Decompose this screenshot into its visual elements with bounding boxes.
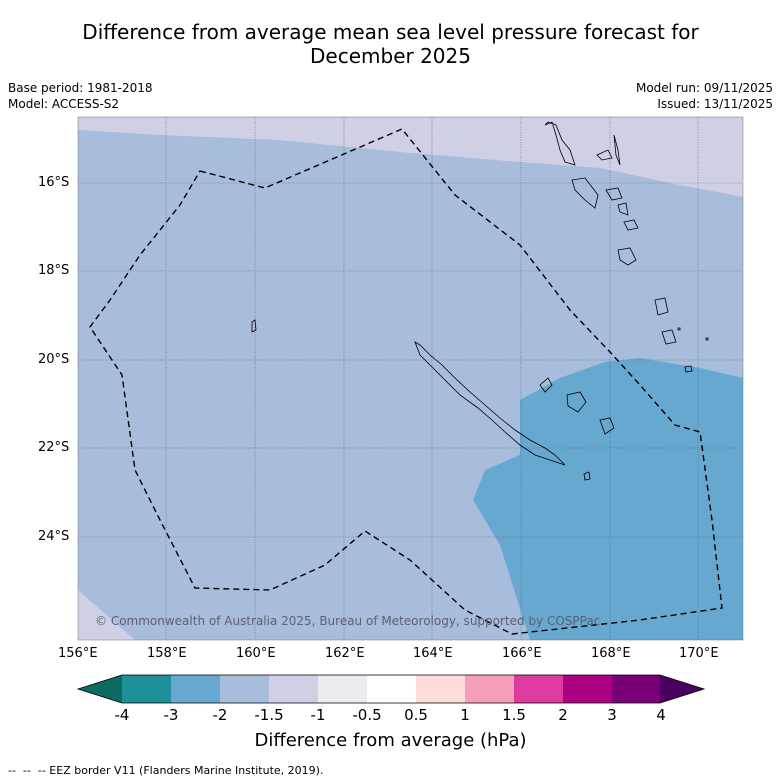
colorbar-extend-low	[78, 675, 122, 703]
lat-tick: 16°S	[38, 175, 70, 190]
island-erromango	[654, 297, 669, 316]
island-ambrym	[605, 187, 623, 201]
colorbar-tick: 1.5	[502, 706, 526, 724]
colorbar-tick: -3	[163, 706, 179, 724]
eez-border	[89, 128, 723, 635]
copyright-notice: © Commonwealth of Australia 2025, Bureau…	[95, 614, 601, 628]
colorbar-box	[563, 675, 612, 703]
colorbar-tick: -1.5	[254, 706, 284, 724]
colorbar-outline	[76, 674, 706, 704]
colorbar-box	[612, 675, 661, 703]
map-frame	[77, 116, 744, 641]
colorbar	[76, 674, 706, 704]
lon-tick: 162°E	[325, 646, 365, 661]
island-walpole	[583, 471, 591, 481]
colorbar-box	[122, 675, 171, 703]
island-lifou	[566, 391, 587, 413]
colorbar-box	[171, 675, 220, 703]
colorbar-boxes	[122, 675, 661, 703]
colorbar-box	[367, 675, 416, 703]
coastlines	[251, 121, 709, 481]
lat-tick: 24°S	[38, 529, 70, 544]
island-tanna	[661, 329, 677, 345]
colorbar-box	[220, 675, 269, 703]
island-aniwa	[677, 327, 681, 331]
lat-tick: 22°S	[38, 440, 70, 455]
lat-tick: 18°S	[38, 263, 70, 278]
colorbar-tick: 4	[656, 706, 666, 724]
colorbar-box	[514, 675, 563, 703]
model-run: Model run: 09/11/2025	[635, 81, 773, 95]
right-metadata: Model run: 09/11/2025 Issued: 13/11/2025	[636, 80, 773, 112]
map-title: Difference from average mean sea level p…	[0, 20, 781, 68]
colorbar-box	[318, 675, 367, 703]
island-pentecost	[613, 134, 621, 166]
colorbar-tick: -4	[114, 706, 130, 724]
colorbar-tick: -0.5	[352, 706, 382, 724]
left-metadata: Base period: 1981-2018 Model: ACCESS-S2	[8, 80, 153, 112]
lon-tick: 164°E	[413, 646, 453, 661]
base-period: Base period: 1981-2018	[8, 81, 153, 95]
colorbar-tick: 0.5	[404, 706, 428, 724]
colorbar-tick: 2	[558, 706, 568, 724]
model-name: Model: ACCESS-S2	[8, 97, 120, 111]
issued-date: Issued: 13/11/2025	[657, 97, 773, 111]
map-area	[78, 117, 743, 640]
colorbar-label: Difference from average (hPa)	[254, 730, 527, 751]
chesterfield-islands	[251, 319, 257, 333]
island-hunter	[684, 365, 693, 373]
new-caledonia-island	[414, 341, 566, 466]
colorbar-box	[269, 675, 318, 703]
lon-tick: 158°E	[147, 646, 187, 661]
island-shepherd	[623, 219, 639, 231]
lon-tick: 166°E	[502, 646, 542, 661]
colorbar-extend-high	[660, 675, 704, 703]
island-maewo	[596, 149, 613, 161]
island-matthew	[705, 337, 709, 341]
colorbar-tick: 3	[607, 706, 617, 724]
island-ouvea	[539, 377, 553, 393]
lon-tick: 168°E	[591, 646, 631, 661]
title-line-2: December 2025	[310, 44, 471, 68]
colorbar-tick: -2	[212, 706, 228, 724]
lat-tick: 20°S	[38, 352, 70, 367]
colorbar-box	[416, 675, 465, 703]
colorbar-tick: -1	[310, 706, 326, 724]
island-malekula	[571, 177, 599, 209]
anomaly-region-dark	[473, 358, 743, 640]
lon-tick: 170°E	[679, 646, 719, 661]
island-mare	[599, 417, 615, 435]
island-espiritu-santo	[544, 121, 576, 166]
colorbar-box	[465, 675, 514, 703]
gridlines	[78, 117, 743, 640]
island-epi	[617, 202, 629, 216]
eez-legend-note: -- -- -- EEZ border V11 (Flanders Marine…	[8, 764, 324, 777]
lon-tick: 160°E	[236, 646, 276, 661]
colorbar-tick: 1	[460, 706, 470, 724]
lon-tick: 156°E	[58, 646, 98, 661]
title-line-1: Difference from average mean sea level p…	[82, 20, 699, 44]
island-efate	[617, 247, 637, 266]
